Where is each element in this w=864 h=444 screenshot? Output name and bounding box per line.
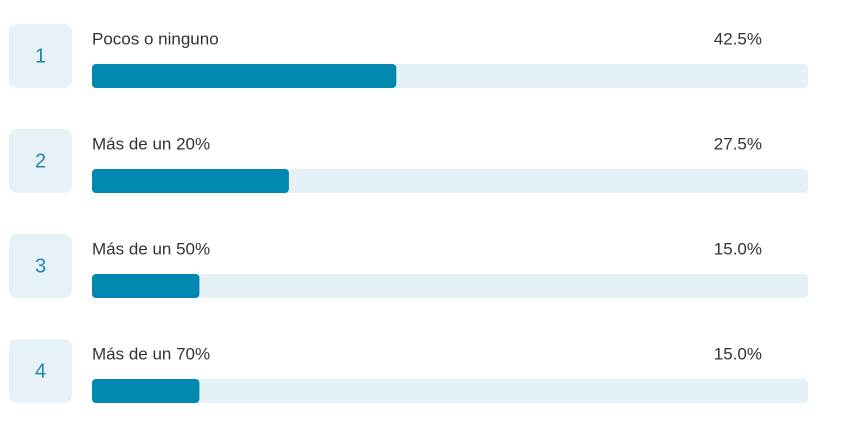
rank-badge: [9, 339, 72, 403]
bar-track: [92, 274, 808, 298]
rank-badge: [9, 129, 72, 193]
rank-number: 3: [35, 255, 46, 277]
bar-track: [92, 379, 808, 403]
rank-number: 1: [35, 45, 46, 67]
rank-badge: [9, 234, 72, 298]
bar: [92, 169, 289, 193]
value-label: 15.0%: [714, 239, 762, 258]
option-label: Más de un 50%: [92, 239, 210, 258]
value-label: 15.0%: [714, 344, 762, 363]
bar: [92, 379, 200, 403]
option-label: Más de un 20%: [92, 134, 210, 153]
option-label: Pocos o ninguno: [92, 29, 219, 48]
rank-number: 2: [35, 150, 46, 172]
bar: [92, 64, 397, 88]
rank-badge: [9, 24, 72, 88]
value-label: 27.5%: [714, 134, 762, 153]
value-label: 42.5%: [714, 29, 762, 48]
bar: [92, 274, 200, 298]
option-label: Más de un 70%: [92, 344, 210, 363]
rank-number: 4: [35, 360, 46, 382]
